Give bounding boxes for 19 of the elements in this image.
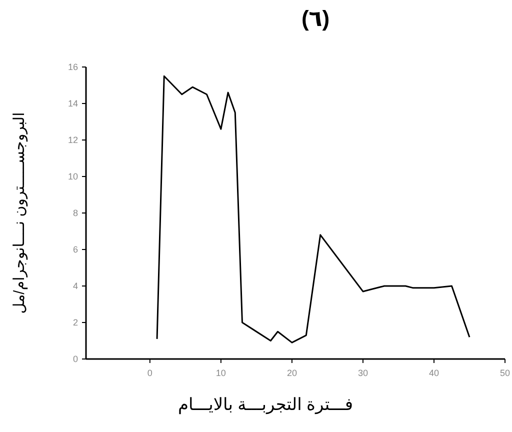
x-axis-title: فـــترة التجربـــة بالايـــام [178, 395, 354, 415]
x-tick-label: 20 [286, 368, 297, 378]
y-tick-label: 4 [72, 281, 78, 291]
x-tick-label: 40 [428, 368, 439, 378]
x-tick-label: 30 [358, 368, 368, 378]
y-tick-label: 10 [68, 172, 78, 182]
y-tick-label: 16 [68, 62, 78, 72]
y-axis-title: البروجســـــترون نــــانوجرام/مل [11, 112, 28, 314]
chart-title: (٦) [301, 6, 330, 31]
y-tick-label: 12 [68, 135, 78, 145]
line-series [156, 75, 470, 344]
y-tick-label: 0 [72, 354, 78, 364]
x-tick-label: 50 [500, 368, 510, 378]
y-tick-label: 14 [68, 98, 78, 108]
x-tick-label: 10 [216, 368, 226, 378]
y-tick-label: 2 [72, 318, 78, 328]
x-tick-label: 0 [147, 368, 152, 378]
y-tick-label: 6 [72, 244, 78, 254]
y-tick-label: 8 [72, 208, 78, 218]
